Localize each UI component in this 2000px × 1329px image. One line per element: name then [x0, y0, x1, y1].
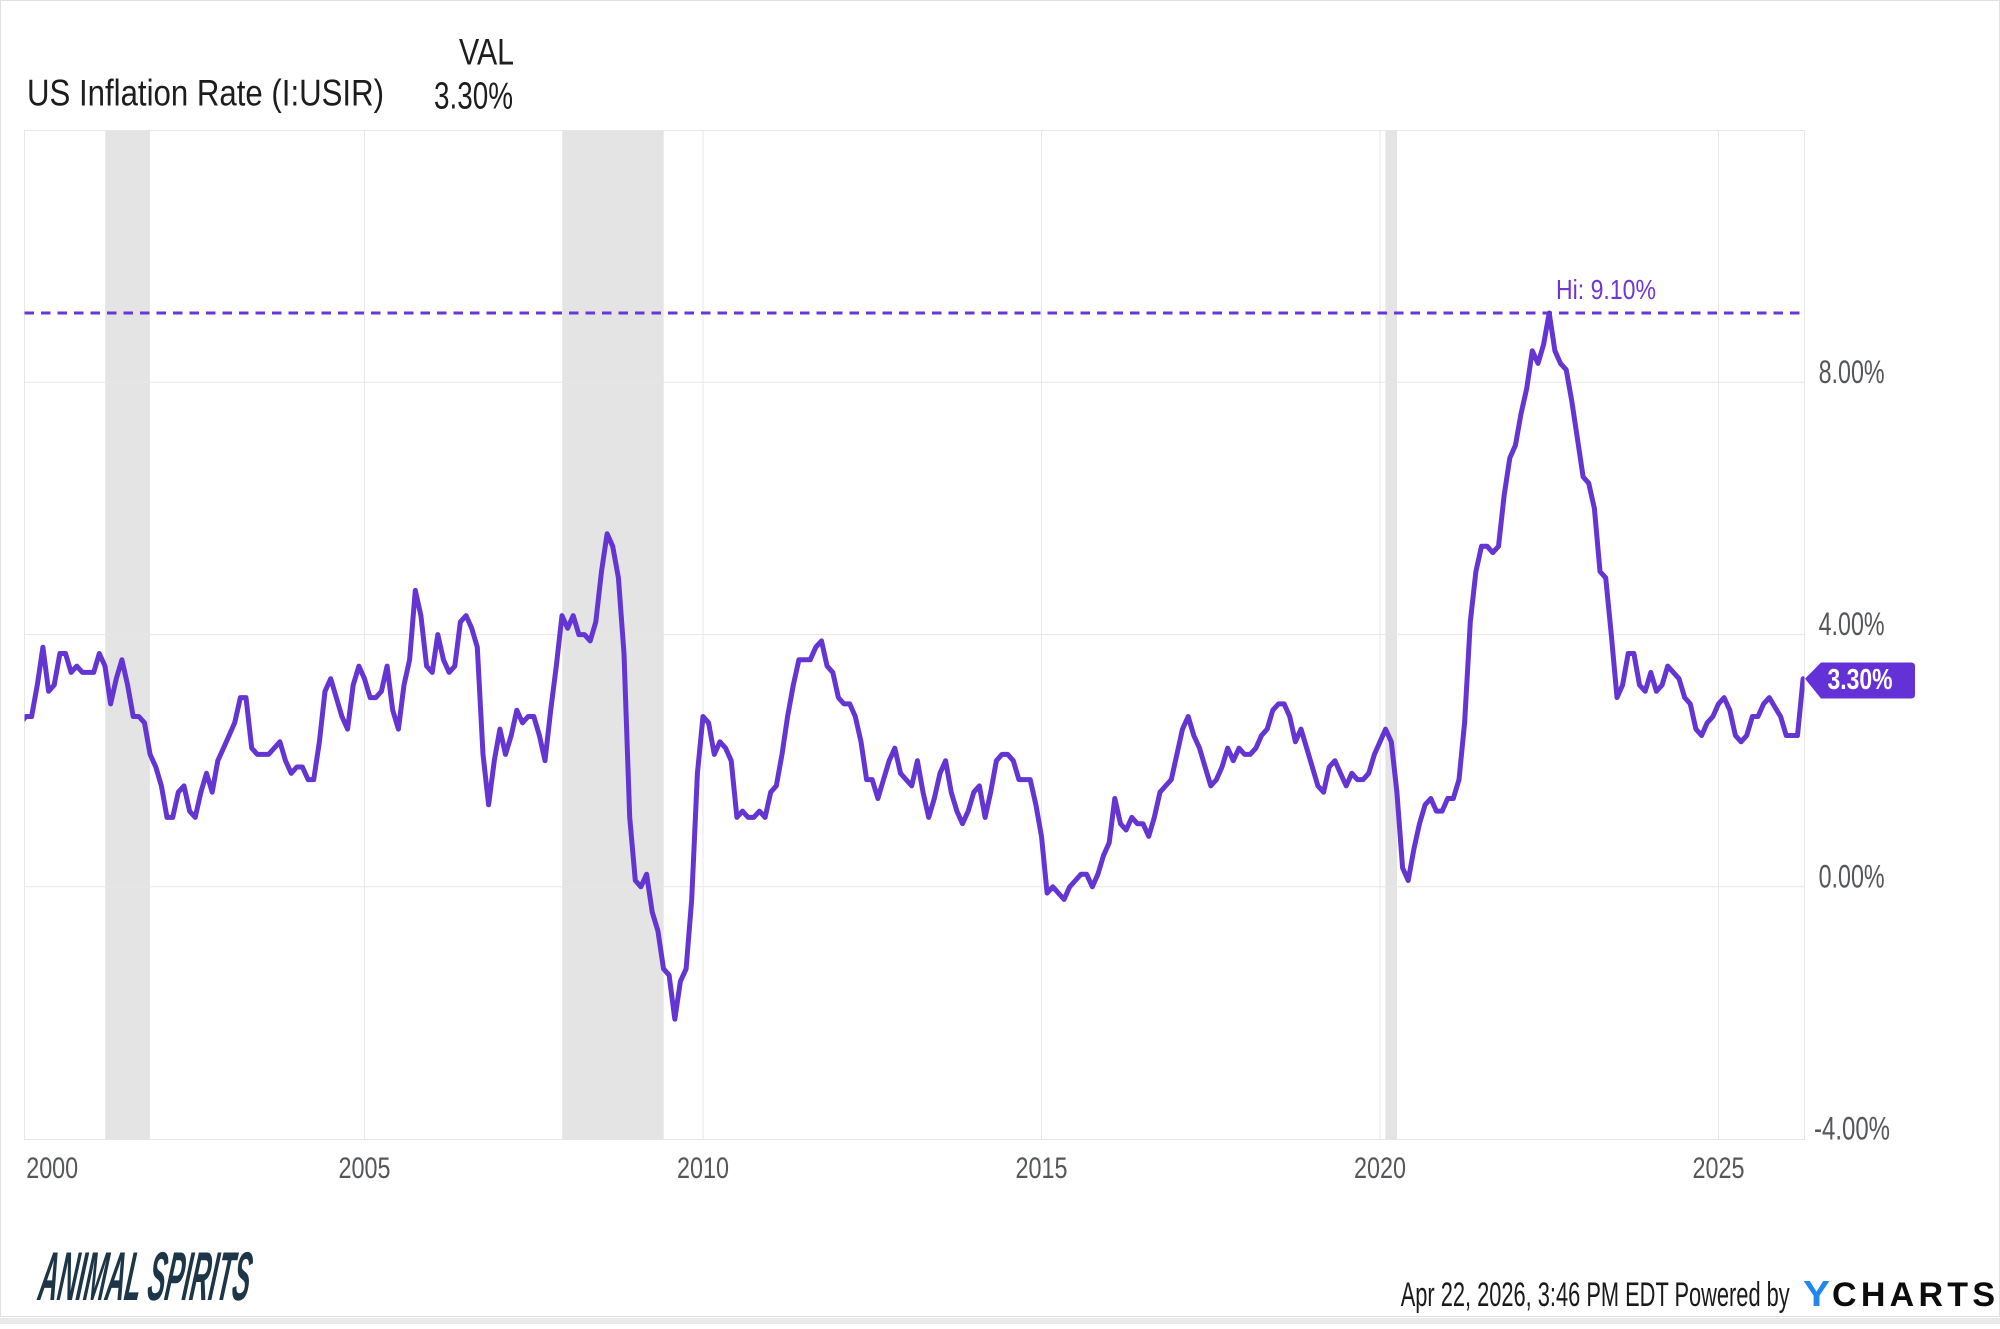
svg-text:2010: 2010: [677, 1152, 729, 1185]
svg-text:2020: 2020: [1354, 1152, 1406, 1185]
svg-text:3.30%: 3.30%: [1828, 664, 1893, 696]
svg-text:US Inflation Rate (I:USIR): US Inflation Rate (I:USIR): [27, 73, 384, 114]
svg-text:Y: Y: [1803, 1273, 1830, 1314]
svg-text:Apr 22, 2026, 3:46 PM EDT Powe: Apr 22, 2026, 3:46 PM EDT Powered by: [1401, 1276, 1790, 1314]
svg-text:2025: 2025: [1693, 1152, 1745, 1185]
svg-text:VAL: VAL: [459, 32, 514, 73]
svg-text:2005: 2005: [339, 1152, 391, 1185]
svg-text:3.30%: 3.30%: [434, 76, 513, 118]
svg-text:4.00%: 4.00%: [1819, 606, 1885, 642]
svg-text:-4.00%: -4.00%: [1814, 1111, 1890, 1147]
svg-text:Hi: 9.10%: Hi: 9.10%: [1556, 274, 1656, 305]
svg-text:2015: 2015: [1016, 1152, 1068, 1185]
svg-text:ANIMAL SPIRITS: ANIMAL SPIRITS: [34, 1238, 257, 1315]
svg-text:2000: 2000: [26, 1152, 78, 1185]
svg-text:8.00%: 8.00%: [1819, 354, 1885, 390]
svg-text:0.00%: 0.00%: [1819, 858, 1885, 894]
